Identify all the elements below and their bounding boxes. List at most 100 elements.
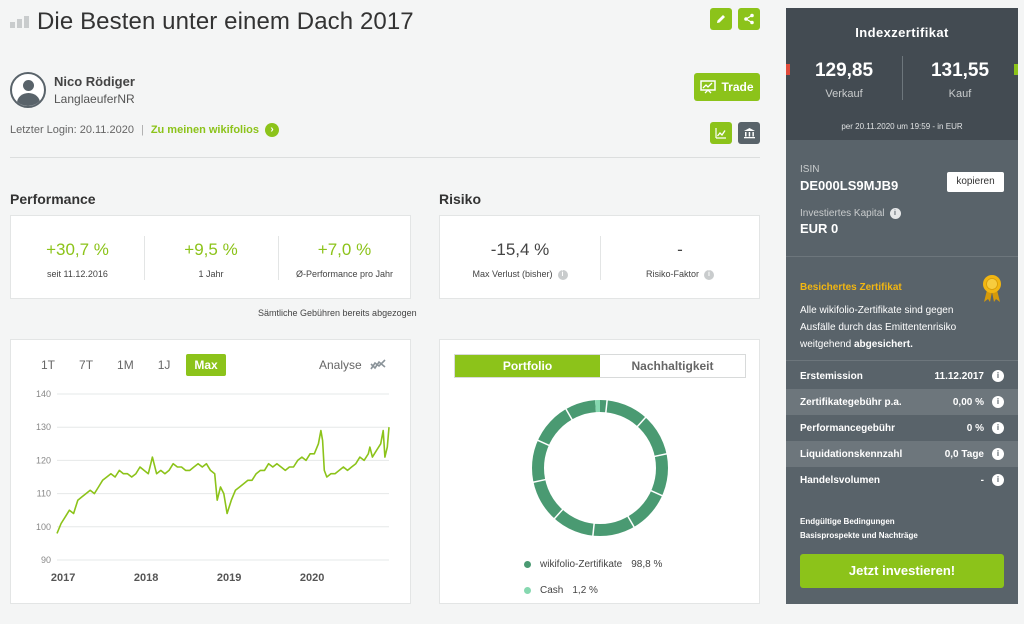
trade-label: Trade [721, 80, 754, 94]
y-tick-label: 90 [41, 555, 51, 565]
arrow-right-icon[interactable]: › [265, 123, 279, 137]
detail-value: 11.12.2017 [934, 370, 985, 382]
price-header: Indexzertifikat 129,85 Verkauf 131,55 Ka… [786, 8, 1018, 140]
login-separator: | [140, 124, 144, 136]
author-name[interactable]: Nico Rödiger [54, 74, 135, 89]
x-tick-label: 2020 [300, 572, 324, 584]
buy-value: 131,55 [930, 60, 990, 81]
donut-slice[interactable] [532, 400, 668, 536]
chart-view-button[interactable] [710, 122, 732, 144]
sell-value: 129,85 [814, 60, 874, 81]
detail-value: - [980, 474, 984, 486]
capital-label: Investiertes Kapital [800, 208, 885, 219]
legend-value: 98,8 % [631, 559, 663, 570]
share-button[interactable] [738, 8, 760, 30]
kpi-value: +30,7 % [46, 240, 109, 259]
range-tab-active[interactable]: Max [186, 354, 226, 376]
capital-value: EUR 0 [800, 221, 839, 236]
pencil-icon [717, 15, 725, 23]
detail-row: Liquidationskennzahl 0,0 Tage i [786, 441, 1018, 467]
legend-item: Cash 1,2 % [524, 585, 598, 596]
risk-title: Risiko [439, 191, 482, 207]
range-tab[interactable]: 1J [157, 358, 171, 372]
chart-card: 1T 7T 1M 1J Max Analyse 90 100 110 120 130 14… [10, 339, 411, 604]
info-icon[interactable]: i [704, 269, 714, 280]
medal-icon [983, 275, 1001, 302]
donut-slice[interactable] [532, 400, 668, 536]
trade-button[interactable]: Trade [694, 73, 760, 101]
author-block: Nico Rödiger LanglaeuferNR [10, 72, 135, 108]
detail-value: 0,00 % [952, 396, 984, 408]
info-icon[interactable]: i [992, 396, 1004, 408]
performance-line-chart: 90 100 110 120 130 140 2017 2018 2019 2020 [36, 389, 390, 584]
isin-value: DE000LS9MJB9 [800, 178, 899, 193]
buy-label: Kauf [948, 88, 972, 100]
detail-value: 0 % [966, 422, 984, 434]
x-tick-label: 2018 [134, 572, 158, 584]
chart-bars-icon [10, 16, 29, 28]
avatar[interactable] [10, 72, 46, 108]
kpi-risk-factor: - Risiko-Faktor i [600, 216, 760, 298]
main-content: Die Besten unter einem Dach 2017 Nico Rö… [10, 8, 760, 604]
range-tab[interactable]: 1M [117, 358, 134, 372]
last-login: Letzter Login: 20.11.2020 [10, 124, 134, 136]
title-row: Die Besten unter einem Dach 2017 [10, 8, 414, 36]
kpi-label: Risiko-Faktor [645, 269, 699, 279]
info-icon[interactable]: i [889, 208, 901, 219]
secured-text: Alle wikifolio-Zertifikate sind gegen Au… [800, 305, 957, 350]
page-title: Die Besten unter einem Dach 2017 [37, 8, 414, 35]
donut-separator [636, 416, 647, 428]
legend-value: 1,2 % [572, 585, 598, 596]
range-tab[interactable]: 7T [79, 358, 94, 372]
author-nickname[interactable]: LanglaeuferNR [54, 92, 135, 106]
range-tabs: 1T 7T 1M 1J Max [33, 354, 234, 376]
tab-portfolio[interactable]: Portfolio [455, 355, 600, 377]
legend-item: wikifolio-Zertifikate 98,8 % [524, 559, 662, 570]
bank-icon [743, 128, 755, 139]
detail-key: Erstemission [800, 370, 863, 382]
login-row: Letzter Login: 20.11.2020 | Zu meinen wi… [10, 123, 279, 137]
legend-dot [524, 587, 531, 594]
bank-view-button[interactable] [738, 122, 760, 144]
kpi-label: Ø-Performance pro Jahr [295, 269, 394, 279]
detail-row: Zertifikategebühr p.a. 0,00 % i [786, 389, 1018, 415]
my-wikifolios-link[interactable]: Zu meinen wikifolios [150, 124, 259, 136]
kpi-since-start: +30,7 % seit 11.12.2016 [11, 216, 144, 298]
kpi-value: +7,0 % [317, 240, 372, 259]
info-icon[interactable]: i [992, 474, 1004, 486]
allocation-card: Portfolio Nachhaltigkeit wikifolio-Zerti… [439, 339, 760, 604]
donut-separator [553, 508, 564, 520]
sell-label: Verkauf [825, 88, 863, 100]
info-icon[interactable]: i [992, 370, 1004, 382]
certificate-sidebar: Indexzertifikat 129,85 Verkauf 131,55 Ka… [786, 8, 1018, 604]
prospectus-link[interactable]: Basisprospekte und Nachträge [800, 531, 918, 540]
isin-label: ISIN [800, 164, 820, 175]
copy-isin-button[interactable]: kopieren [947, 172, 1004, 192]
tab-sustainability[interactable]: Nachhaltigkeit [631, 359, 714, 373]
line-chart-icon [715, 128, 726, 139]
secured-title: Besichertes Zertifikat [800, 282, 902, 293]
allocation-tabs: Portfolio Nachhaltigkeit [454, 354, 746, 378]
detail-row: Performancegebühr 0 % i [786, 415, 1018, 441]
invest-button[interactable]: Jetzt investieren! [800, 554, 1004, 588]
detail-key: Liquidationskennzahl [800, 448, 903, 460]
sell-price: 129,85 Verkauf [786, 60, 902, 100]
info-icon[interactable]: i [992, 448, 1004, 460]
kpi-max-loss: -15,4 % Max Verlust (bisher) i [440, 216, 600, 298]
price-date: per 20.11.2020 um 19:59 - in EUR [841, 122, 963, 131]
final-terms-link[interactable]: Endgültige Bedingungen [800, 517, 895, 526]
performance-title: Performance [10, 191, 96, 207]
y-tick-label: 110 [37, 489, 51, 499]
edit-button[interactable] [710, 8, 732, 30]
risk-card: -15,4 % Max Verlust (bisher) i - Risiko-F… [439, 215, 760, 299]
donut-separator [564, 407, 574, 421]
donut-separator [532, 478, 547, 484]
info-icon[interactable]: i [557, 269, 568, 280]
capital-label-row: Investiertes Kapital i [800, 208, 901, 219]
share-icon [744, 13, 754, 25]
donut-separator [536, 439, 551, 447]
range-tab[interactable]: 1T [41, 358, 56, 372]
analyse-button[interactable]: Analyse [319, 358, 386, 372]
info-icon[interactable]: i [992, 422, 1004, 434]
detail-row: Erstemission 11.12.2017 i [786, 363, 1018, 389]
